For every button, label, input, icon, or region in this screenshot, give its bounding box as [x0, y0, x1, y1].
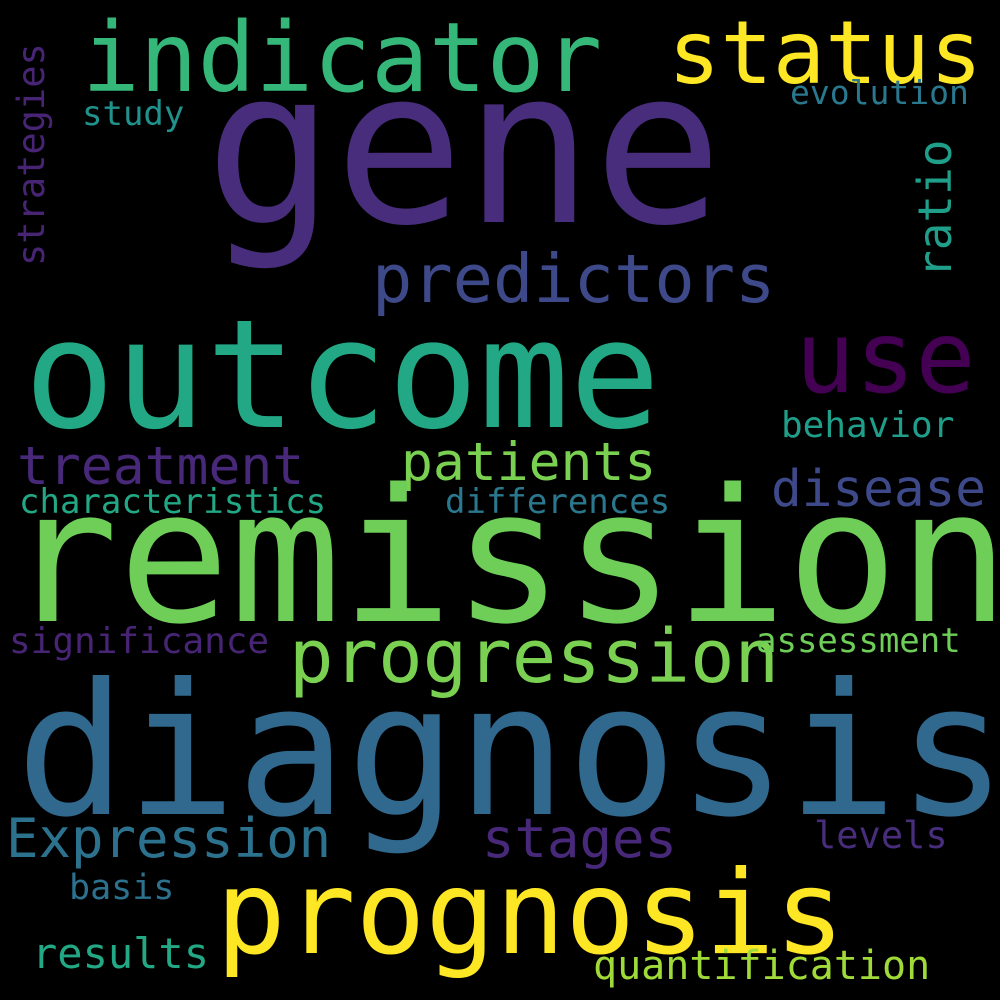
word-study: study — [82, 94, 185, 134]
word-strategies: strategies — [10, 43, 53, 266]
word-prognosis: prognosis — [216, 846, 845, 981]
word-basis: basis — [69, 868, 175, 908]
word-patients: patients — [401, 432, 657, 493]
word-characteristics: characteristics — [19, 482, 327, 522]
word-indicator: indicator — [82, 2, 603, 114]
word-gene: gene — [205, 22, 723, 273]
word-expression: Expression — [6, 807, 332, 870]
word-differences: differences — [445, 482, 671, 522]
word-quantification: quantification — [593, 943, 931, 989]
word-outcome: outcome — [24, 287, 661, 463]
word-remission: remission — [7, 449, 1000, 665]
word-assessment: assessment — [756, 621, 961, 661]
word-stages: stages — [482, 807, 678, 870]
word-ratio: ratio — [908, 139, 962, 278]
word-progression: progression — [289, 614, 780, 700]
word-disease: disease — [771, 460, 986, 519]
word-evolution: evolution — [790, 73, 969, 112]
word-significance: significance — [9, 621, 270, 662]
word-use: use — [795, 299, 976, 416]
word-predictors: predictors — [372, 240, 776, 318]
word-diagnosis: diagnosis — [16, 645, 1000, 858]
word-levels: levels — [814, 814, 948, 857]
word-status: status — [668, 2, 983, 104]
word-results: results — [32, 929, 210, 978]
word-behavior: behavior — [781, 405, 955, 446]
word-treatment: treatment — [17, 436, 305, 497]
